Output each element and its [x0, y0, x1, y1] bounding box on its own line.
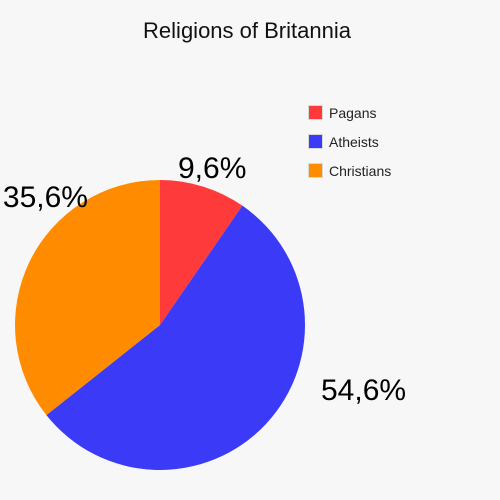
pie-slice-pagans[interactable] [160, 180, 243, 325]
legend-label-atheists: Atheists [329, 133, 379, 150]
pie-label-christians: 35,6% [3, 181, 88, 214]
chart-title: Religions of Britannia [143, 18, 351, 43]
pie-label-atheists: 54,6% [321, 374, 406, 407]
legend-label-christians: Christians [329, 162, 392, 179]
legend-swatch-atheists [308, 134, 323, 149]
pie-slices [14, 179, 305, 470]
legend: Pagans Atheists Christians [308, 98, 391, 185]
legend-item-pagans[interactable]: Pagans [308, 98, 391, 127]
legend-label-pagans: Pagans [329, 104, 377, 121]
legend-item-christians[interactable]: Christians [308, 156, 391, 185]
pie-slice-atheists[interactable] [46, 205, 305, 470]
legend-swatch-christians [308, 163, 323, 178]
pie-label-pagans: 9,6% [178, 152, 246, 185]
pie-value-labels: 9,6% 54,6% 35,6% [3, 152, 406, 407]
pie-slice-christians[interactable] [14, 179, 161, 416]
legend-item-atheists[interactable]: Atheists [308, 127, 391, 156]
legend-swatch-pagans [308, 105, 323, 120]
